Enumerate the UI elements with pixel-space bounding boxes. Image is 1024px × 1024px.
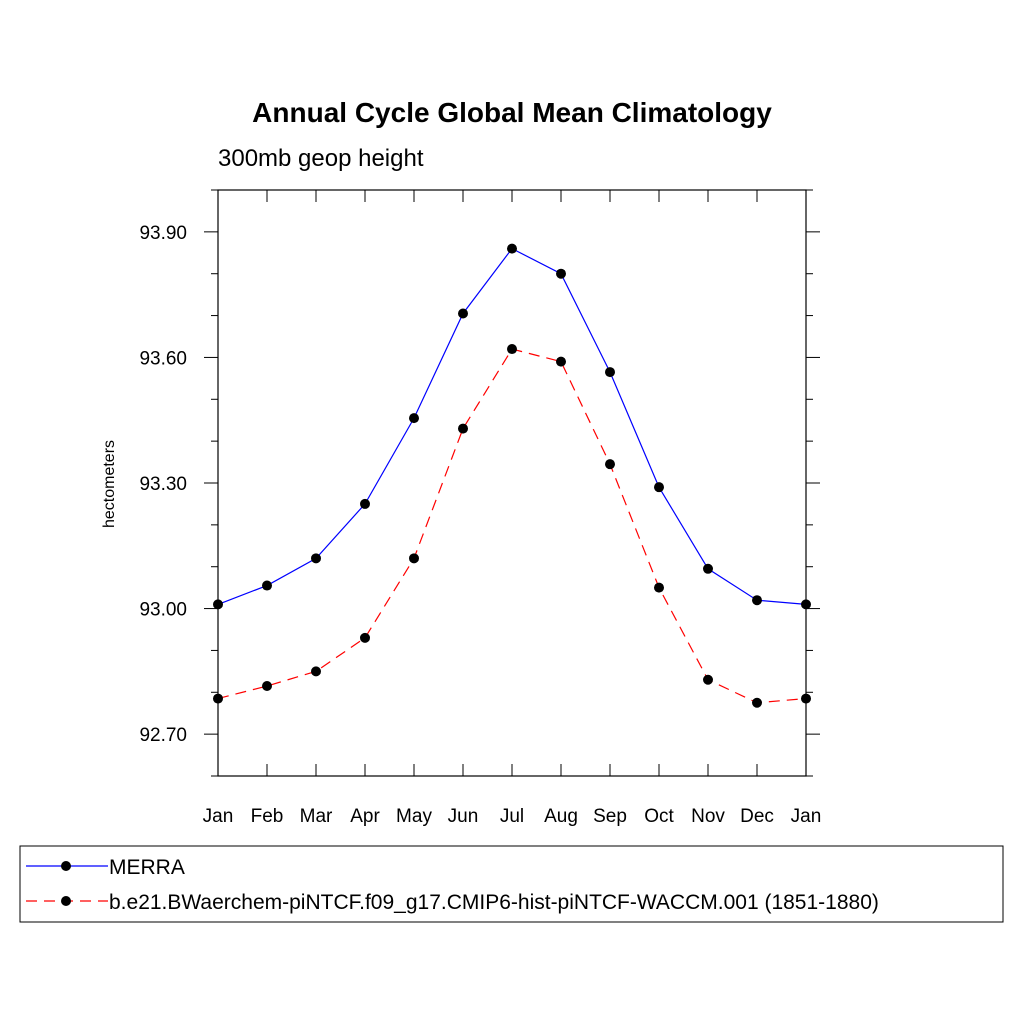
x-tick-label: Jan (203, 806, 234, 827)
series-0-point (507, 243, 517, 254)
series-line-0 (217, 247, 807, 605)
x-tick-label: Dec (740, 806, 774, 827)
series-group (213, 243, 811, 708)
plot-frame (217, 189, 807, 777)
series-0-point (409, 413, 419, 424)
y-tick-label: 93.60 (139, 348, 187, 369)
series-0-point (654, 482, 664, 493)
x-tick-label: Feb (251, 806, 284, 827)
series-1-point (605, 459, 615, 470)
x-tick-label: Nov (691, 806, 725, 827)
x-tick-label: Mar (300, 806, 333, 827)
y-tick-label: 92.70 (139, 725, 187, 746)
legend-label-1: b.e21.BWaerchem-piNTCF.f09_g17.CMIP6-his… (109, 891, 879, 914)
x-tick-label: Apr (350, 806, 380, 827)
x-tick-label: Oct (644, 806, 674, 827)
axis-ticks: Jan Feb Mar Apr May Jun Jul Aug Sep Oct Nov Dec Jan 9… (139, 189, 822, 827)
series-1-point (507, 344, 517, 355)
series-1-point (801, 693, 811, 704)
series-line-1 (217, 348, 807, 704)
x-tick-label: May (396, 806, 432, 827)
series-0-point (605, 367, 615, 378)
legend: MERRA b.e21.BWaerchem-piNTCF.f09_g17.CMIP… (26, 856, 879, 914)
chart-title: Annual Cycle Global Mean Climatology (252, 97, 772, 128)
legend-box (19, 845, 1004, 923)
series-0-point (360, 498, 370, 509)
series-0-point (703, 563, 713, 574)
series-1-point (703, 674, 713, 685)
series-1-point (360, 632, 370, 643)
x-tick-label: Sep (593, 806, 627, 827)
legend-label-0: MERRA (109, 856, 185, 879)
series-1-point (752, 697, 762, 708)
x-tick-label: Aug (544, 806, 578, 827)
series-0-point (311, 553, 321, 564)
series-0-point (752, 595, 762, 606)
series-0-point (801, 599, 811, 610)
series-1-point (409, 553, 419, 564)
series-1-point (556, 356, 566, 367)
series-1-point (311, 666, 321, 677)
x-tick-label: Jul (500, 806, 524, 827)
x-tick-label: Jun (448, 806, 479, 827)
series-0-point (556, 268, 566, 279)
y-axis-label: hectometers (101, 440, 118, 528)
series-1-point (654, 582, 664, 593)
series-1-point (262, 681, 272, 692)
y-tick-label: 93.00 (139, 600, 187, 621)
y-tick-label: 93.30 (139, 474, 187, 495)
chart-subtitle: 300mb geop height (218, 145, 424, 172)
series-0-point (262, 580, 272, 591)
series-1-point (213, 693, 223, 704)
y-tick-label: 93.90 (139, 223, 187, 244)
legend-marker-1 (61, 896, 71, 906)
series-0-point (213, 599, 223, 610)
series-1-point (458, 423, 468, 434)
series-0-point (458, 308, 468, 319)
x-tick-label: Jan (791, 806, 822, 827)
legend-marker-0 (61, 861, 71, 871)
